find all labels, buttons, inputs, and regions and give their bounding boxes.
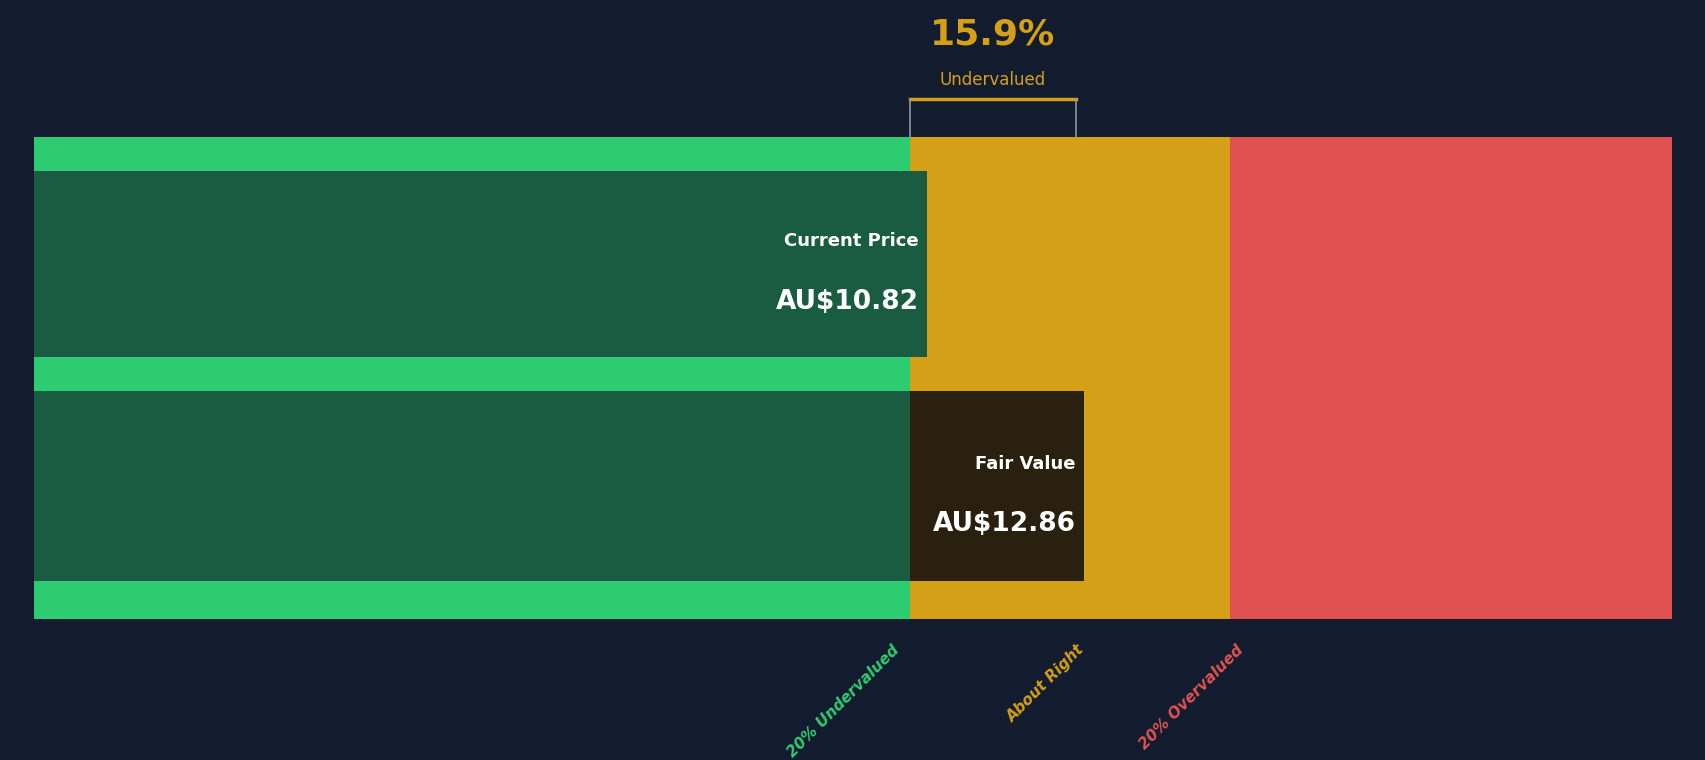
Bar	[34, 171, 910, 357]
Text: Current Price: Current Price	[784, 233, 919, 250]
Bar	[1229, 137, 1671, 619]
Bar	[655, 171, 928, 357]
Text: 20% Undervalued: 20% Undervalued	[784, 642, 902, 760]
Text: 20% Overvalued: 20% Overvalued	[1136, 642, 1246, 752]
Text: About Right: About Right	[1003, 642, 1086, 725]
Bar	[34, 391, 910, 581]
Bar	[34, 137, 910, 619]
Text: Undervalued: Undervalued	[939, 71, 1045, 89]
Text: AU$10.82: AU$10.82	[776, 289, 919, 315]
Text: AU$12.86: AU$12.86	[933, 511, 1074, 537]
Text: Fair Value: Fair Value	[975, 454, 1074, 473]
Bar	[910, 391, 1083, 581]
Bar	[910, 137, 1229, 619]
Text: 15.9%: 15.9%	[929, 17, 1055, 51]
